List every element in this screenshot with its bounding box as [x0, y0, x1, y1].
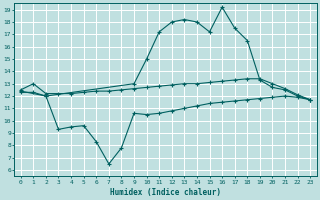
X-axis label: Humidex (Indice chaleur): Humidex (Indice chaleur): [110, 188, 221, 197]
